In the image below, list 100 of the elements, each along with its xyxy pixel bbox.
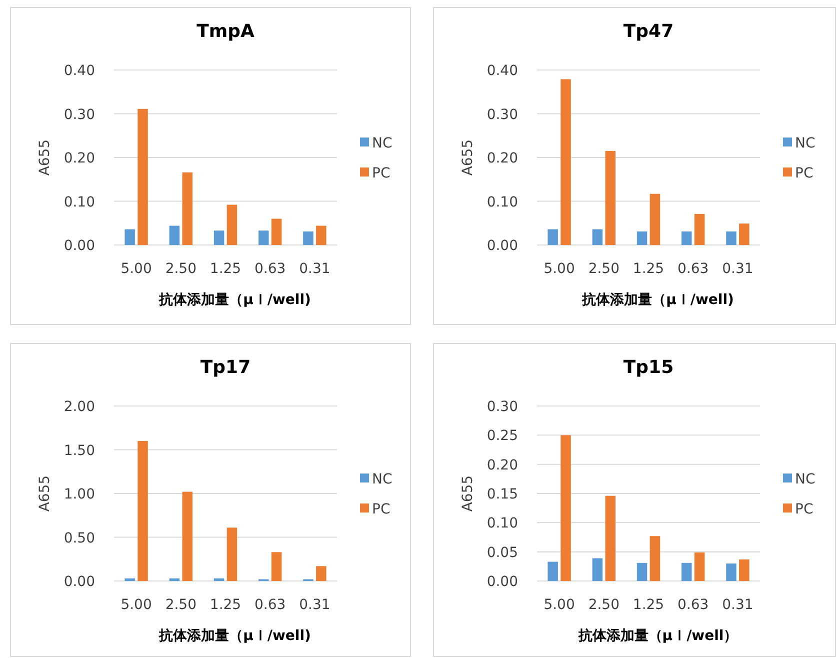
chart-title: Tp15 [623,357,674,378]
x-tick-label: 0.31 [722,597,754,613]
legend-label: PC [372,166,390,182]
bar [316,226,326,245]
x-tick-label: 2.50 [588,261,620,277]
x-tick-label: 0.63 [254,261,286,277]
bar [726,231,736,245]
bar [138,441,148,581]
bar [271,552,282,581]
x-tick-label: 2.50 [165,261,196,277]
bar [214,230,224,245]
x-tick-label: 0.63 [254,597,286,613]
x-axis-title: 抗体添加量（μｌ/well） [577,628,738,644]
bar [258,230,269,245]
bar [726,564,736,581]
bar [636,231,648,245]
legend-label: NC [795,472,816,488]
legend-label: PC [795,166,814,182]
bar [592,229,603,245]
y-tick-label: 0.00 [64,574,95,590]
bar [739,559,750,581]
y-tick-label: 0.25 [486,428,518,444]
x-axis-title: 抗体添加量（μｌ/well) [158,628,311,644]
bar [605,496,616,581]
legend-label: PC [795,502,814,518]
y-axis-title: A655 [460,475,476,512]
bar [316,566,326,581]
bar [226,204,238,245]
x-tick-label: 5.00 [120,261,152,277]
bar [682,562,692,581]
bar [271,218,282,245]
x-tick-label: 0.31 [299,597,330,613]
bar [226,528,238,581]
y-tick-label: 0.00 [486,238,518,254]
y-axis-title: A655 [460,139,476,176]
y-tick-label: 0.10 [64,194,95,210]
x-axis-title: 抗体添加量（μｌ/well) [581,292,734,308]
x-axis-title: 抗体添加量（μｌ/well) [158,292,311,308]
x-tick-label: 5.00 [544,261,575,277]
y-axis-title: A655 [37,139,53,176]
bar [124,229,135,245]
x-tick-label: 0.31 [722,261,754,277]
y-tick-label: 0.05 [486,544,518,561]
x-tick-label: 1.25 [210,261,242,277]
bar [303,231,314,245]
bar [138,108,148,245]
x-tick-label: 5.00 [120,597,152,613]
bar [169,578,180,581]
legend-label: NC [795,136,816,152]
legend-label: NC [372,136,392,152]
y-tick-label: 0.40 [64,63,95,79]
bar [636,562,648,581]
chart-title: Tp47 [623,21,674,42]
y-tick-label: 0.10 [486,194,518,210]
bar [548,229,558,245]
y-tick-label: 1.00 [64,486,95,502]
y-tick-label: 0.00 [486,574,518,590]
bar [605,150,616,245]
bar [182,492,192,581]
y-tick-label: 0.30 [486,399,518,415]
x-tick-label: 1.25 [632,597,664,613]
bar [682,231,692,245]
y-tick-label: 0.20 [486,150,518,166]
y-tick-label: 0.50 [64,530,95,546]
y-tick-label: 2.00 [64,399,95,415]
legend-label: NC [372,472,392,488]
y-tick-label: 0.20 [64,150,95,166]
x-tick-label: 2.50 [165,597,196,613]
bar [650,536,660,581]
y-tick-label: 0.40 [486,63,518,79]
bar [182,172,192,245]
bar [650,194,660,245]
bar [739,224,750,245]
bar [592,558,603,581]
bar [124,578,135,581]
chart-title: TmpA [196,21,254,42]
x-tick-label: 1.25 [632,261,664,277]
x-tick-label: 0.63 [678,597,709,613]
y-tick-label: 0.00 [64,238,95,254]
x-tick-label: 0.31 [299,261,330,277]
y-tick-label: 0.10 [486,516,518,532]
legend-label: PC [372,502,390,518]
bar [560,79,571,245]
bar [560,435,571,581]
bar [548,562,558,581]
y-tick-label: 0.15 [486,486,518,502]
y-tick-label: 0.30 [64,106,95,123]
x-tick-label: 5.00 [544,597,575,613]
x-tick-label: 2.50 [588,597,620,613]
y-axis-title: A655 [37,475,53,512]
bar [694,552,705,581]
bar [169,226,180,245]
x-tick-label: 1.25 [210,597,242,613]
y-tick-label: 0.20 [486,457,518,474]
bar [694,214,705,245]
x-tick-label: 0.63 [678,261,709,277]
chart-title: Tp17 [200,357,251,378]
y-tick-label: 0.30 [486,106,518,123]
y-tick-label: 1.50 [64,442,95,459]
bar [214,578,224,581]
